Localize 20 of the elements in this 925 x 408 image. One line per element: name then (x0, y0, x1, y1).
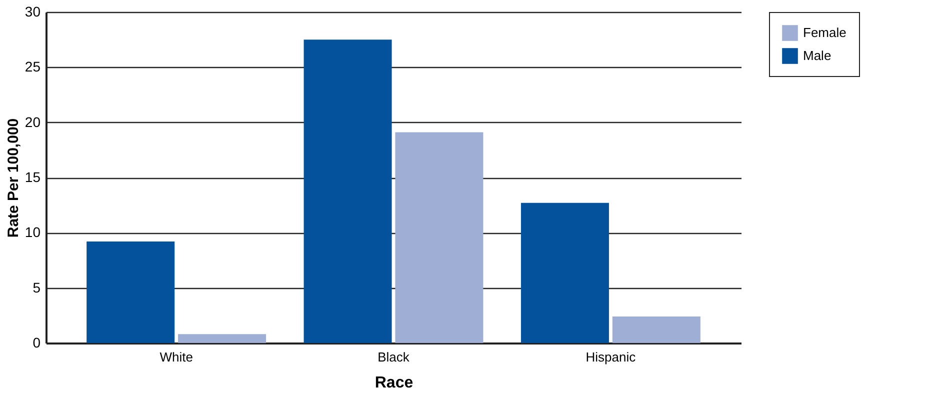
x-tick-label: Hispanic (586, 350, 636, 364)
bar (520, 202, 609, 343)
y-tick-label: 30 (24, 4, 41, 20)
y-axis-title: Rate Per 100,000 (4, 118, 22, 238)
y-tick-label: 5 (32, 279, 41, 296)
x-tick-label: White (160, 350, 193, 364)
y-tick-label: 15 (24, 169, 41, 185)
bar (395, 132, 484, 343)
y-tick-label: 10 (24, 224, 41, 240)
bar (612, 316, 700, 343)
y-tick-label: 0 (32, 334, 41, 350)
bar (304, 40, 392, 343)
y-tick-label: 25 (24, 58, 41, 75)
legend-label: Female (803, 25, 846, 40)
bar (178, 334, 266, 343)
bar (86, 241, 175, 343)
x-axis-title: Race (374, 374, 414, 392)
legend-label: Male (803, 48, 832, 63)
y-tick-label: 20 (24, 114, 41, 130)
x-tick-label: Black (378, 350, 410, 364)
